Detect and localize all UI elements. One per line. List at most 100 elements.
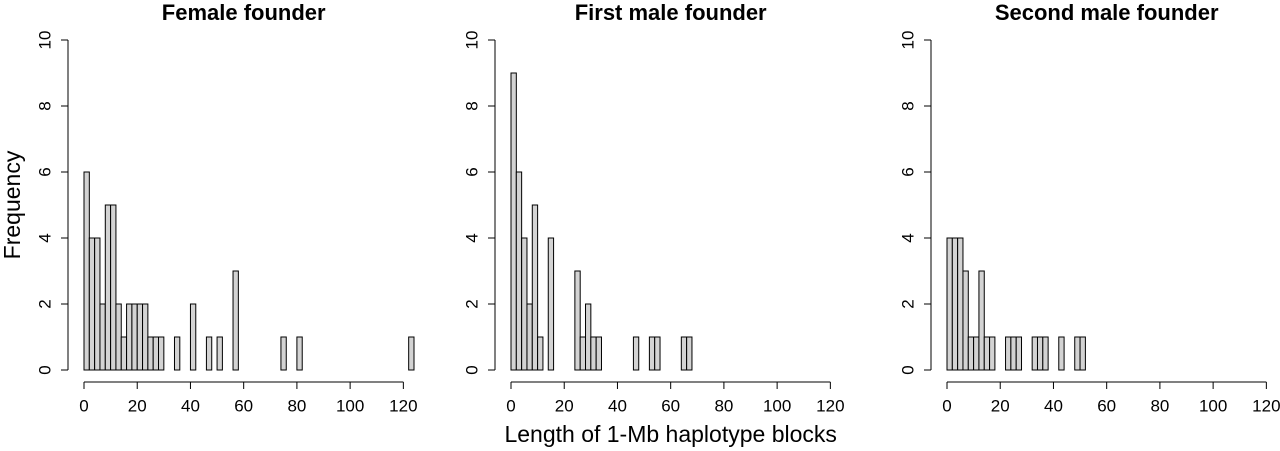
x-tick-label: 120 [1252, 396, 1280, 415]
y-tick-label: 6 [898, 167, 917, 176]
bar [962, 270, 969, 371]
y-tick-label: 6 [35, 167, 54, 176]
bar [216, 336, 223, 371]
x-tick-label: 60 [234, 396, 253, 415]
x-tick-label: 60 [1097, 396, 1116, 415]
y-tick-label: 10 [462, 31, 481, 50]
bar [595, 336, 602, 371]
y-axis-label: Frequency [0, 150, 25, 259]
bar [632, 336, 640, 371]
bar [1015, 336, 1023, 371]
x-tick-label: 100 [1199, 396, 1227, 415]
bar [648, 336, 656, 371]
y-tick-label: 0 [35, 365, 54, 374]
y-tick-label: 6 [462, 167, 481, 176]
y-tick-label: 10 [35, 31, 54, 50]
bar [173, 336, 181, 371]
x-tick-label: 20 [128, 396, 147, 415]
bar [590, 336, 597, 371]
bar [547, 237, 555, 371]
bar [1079, 336, 1086, 371]
bar [94, 237, 101, 371]
bar [126, 303, 133, 371]
x-tick-label: 100 [336, 396, 364, 415]
x-tick-label: 0 [79, 396, 88, 415]
bar [579, 336, 587, 371]
x-tick-label: 80 [287, 396, 306, 415]
bar [232, 270, 239, 371]
y-tick-label: 4 [898, 233, 917, 242]
bar [296, 336, 303, 371]
x-axis-label: Length of 1-Mb haplotype blocks [504, 421, 836, 447]
y-tick-label: 8 [35, 101, 54, 110]
x-tick-label: 0 [942, 396, 951, 415]
bar [158, 336, 165, 371]
y-tick-label: 8 [462, 101, 481, 110]
bar [537, 336, 544, 371]
bar [131, 303, 138, 371]
y-tick-label: 0 [462, 365, 481, 374]
bar [1042, 336, 1049, 371]
y-tick-label: 2 [35, 299, 54, 308]
bar [531, 204, 539, 371]
bar [686, 336, 693, 371]
bar [983, 336, 991, 371]
bar [110, 204, 117, 371]
bar [654, 336, 661, 371]
bar [978, 270, 985, 371]
x-tick-label: 40 [608, 396, 627, 415]
x-tick-label: 80 [1150, 396, 1169, 415]
x-tick-label: 0 [506, 396, 515, 415]
bar [1031, 336, 1038, 371]
bar [521, 237, 528, 371]
bar [526, 303, 533, 371]
y-tick-label: 10 [898, 31, 917, 50]
bar [1058, 336, 1065, 371]
bar [205, 336, 213, 371]
bar [951, 237, 959, 371]
bar [989, 336, 996, 371]
bar [99, 303, 106, 371]
bar [408, 336, 415, 371]
bar [1036, 336, 1044, 371]
y-tick-label: 8 [898, 101, 917, 110]
bar [147, 336, 154, 371]
x-tick-label: 120 [389, 396, 417, 415]
bar [136, 303, 144, 371]
bar [1010, 336, 1017, 371]
bar [957, 237, 964, 371]
x-tick-label: 60 [661, 396, 680, 415]
y-tick-label: 0 [898, 365, 917, 374]
chart-title: First male founder [575, 0, 767, 25]
x-tick-label: 20 [991, 396, 1010, 415]
chart-title: Second male founder [995, 0, 1219, 25]
chart-title: Female founder [162, 0, 326, 25]
x-tick-label: 120 [816, 396, 844, 415]
bar [574, 270, 581, 371]
bar [83, 171, 90, 371]
bar [973, 336, 980, 371]
bar [680, 336, 688, 371]
bar [104, 204, 112, 371]
x-tick-label: 80 [714, 396, 733, 415]
bar [515, 171, 523, 371]
bar [946, 237, 953, 371]
bar [585, 303, 592, 371]
bar [189, 303, 197, 371]
y-tick-label: 2 [462, 299, 481, 308]
bar [967, 336, 975, 371]
x-tick-label: 40 [1044, 396, 1063, 415]
y-tick-label: 4 [35, 233, 54, 242]
x-tick-label: 100 [763, 396, 791, 415]
bar [120, 336, 128, 371]
bar [88, 237, 96, 371]
bar [510, 72, 517, 371]
bar [152, 336, 160, 371]
bar [280, 336, 287, 371]
bar [1074, 336, 1081, 371]
x-tick-label: 20 [555, 396, 574, 415]
bar [115, 303, 122, 371]
bar [142, 303, 149, 371]
